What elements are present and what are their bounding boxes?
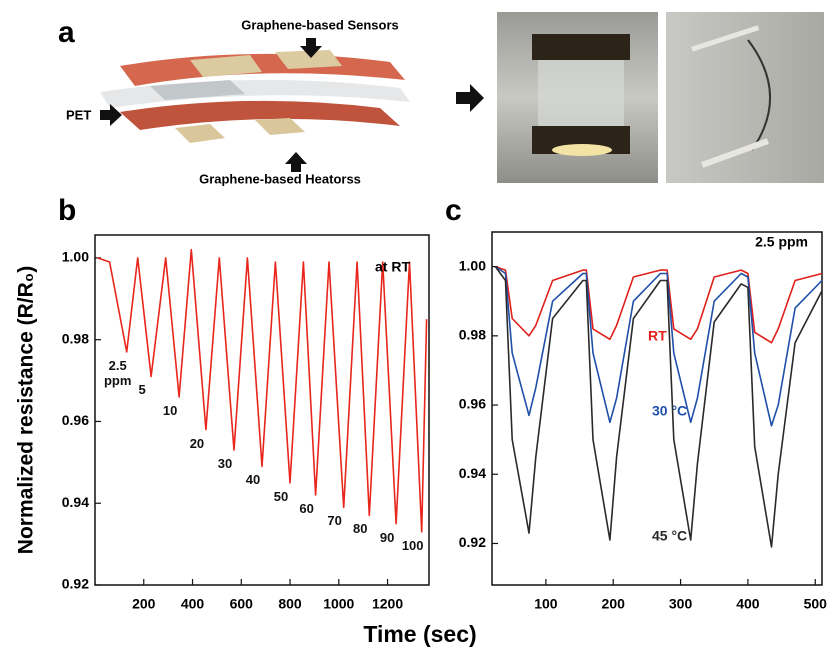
dip-label: 10: [155, 403, 185, 418]
sensors-label: Graphene-based Sensors: [241, 17, 399, 32]
panel-label: a: [58, 16, 75, 49]
dip-label: 5: [127, 382, 157, 397]
x-tick-label: 400: [181, 596, 205, 612]
x-tick-label: 300: [669, 596, 693, 612]
arrow: [285, 152, 307, 172]
y-tick-label: 0.96: [62, 412, 89, 428]
x-tick-label: 200: [602, 596, 626, 612]
series-label: 30 °C: [652, 403, 687, 419]
x-tick-label: 500: [804, 596, 828, 612]
y-tick-label: 1.00: [459, 257, 486, 273]
dip-label: 30: [210, 456, 240, 471]
annotation: at RT: [375, 259, 410, 275]
dip-label: 80: [345, 521, 375, 536]
arrow: [100, 104, 122, 126]
x-tick-label: 400: [736, 596, 760, 612]
dip-label: 100: [398, 538, 428, 553]
series-label: RT: [648, 328, 667, 344]
photo: [666, 12, 824, 183]
y-tick-label: 0.92: [62, 576, 89, 592]
dip-label: 60: [292, 501, 322, 516]
x-tick-label: 1000: [323, 596, 354, 612]
y-tick-label: 0.98: [459, 327, 486, 343]
x-tick-label: 600: [230, 596, 254, 612]
dip-label: 20: [182, 436, 212, 451]
y-tick-label: 1.00: [62, 249, 89, 265]
annotation: 2.5 ppm: [755, 234, 808, 250]
panel-label: c: [445, 194, 462, 227]
heaters-label: Graphene-based Heatorss: [199, 171, 361, 186]
pet-label: PET: [66, 107, 91, 122]
panel-label: b: [58, 194, 76, 227]
series-label: 45 °C: [652, 528, 687, 544]
figure: a Graphene-based Sensors PET Graphene-ba…: [0, 0, 837, 654]
y-axis-label: Normalized resistance (R/R₀): [15, 266, 38, 554]
photo: [497, 12, 658, 183]
y-tick-label: 0.94: [459, 465, 486, 481]
x-tick-label: 100: [534, 596, 558, 612]
y-tick-label: 0.96: [459, 396, 486, 412]
y-tick-label: 0.94: [62, 494, 89, 510]
x-axis-label: Time (sec): [363, 621, 476, 647]
arrow: [456, 84, 484, 112]
y-tick-label: 0.98: [62, 330, 89, 346]
dip-label: 40: [238, 472, 268, 487]
x-tick-label: 800: [278, 596, 302, 612]
figure-canvas: a Graphene-based Sensors PET Graphene-ba…: [0, 0, 837, 654]
layer-diagram: [100, 50, 410, 143]
x-tick-label: 1200: [372, 596, 403, 612]
x-tick-label: 200: [132, 596, 156, 612]
y-tick-label: 0.92: [459, 534, 486, 550]
